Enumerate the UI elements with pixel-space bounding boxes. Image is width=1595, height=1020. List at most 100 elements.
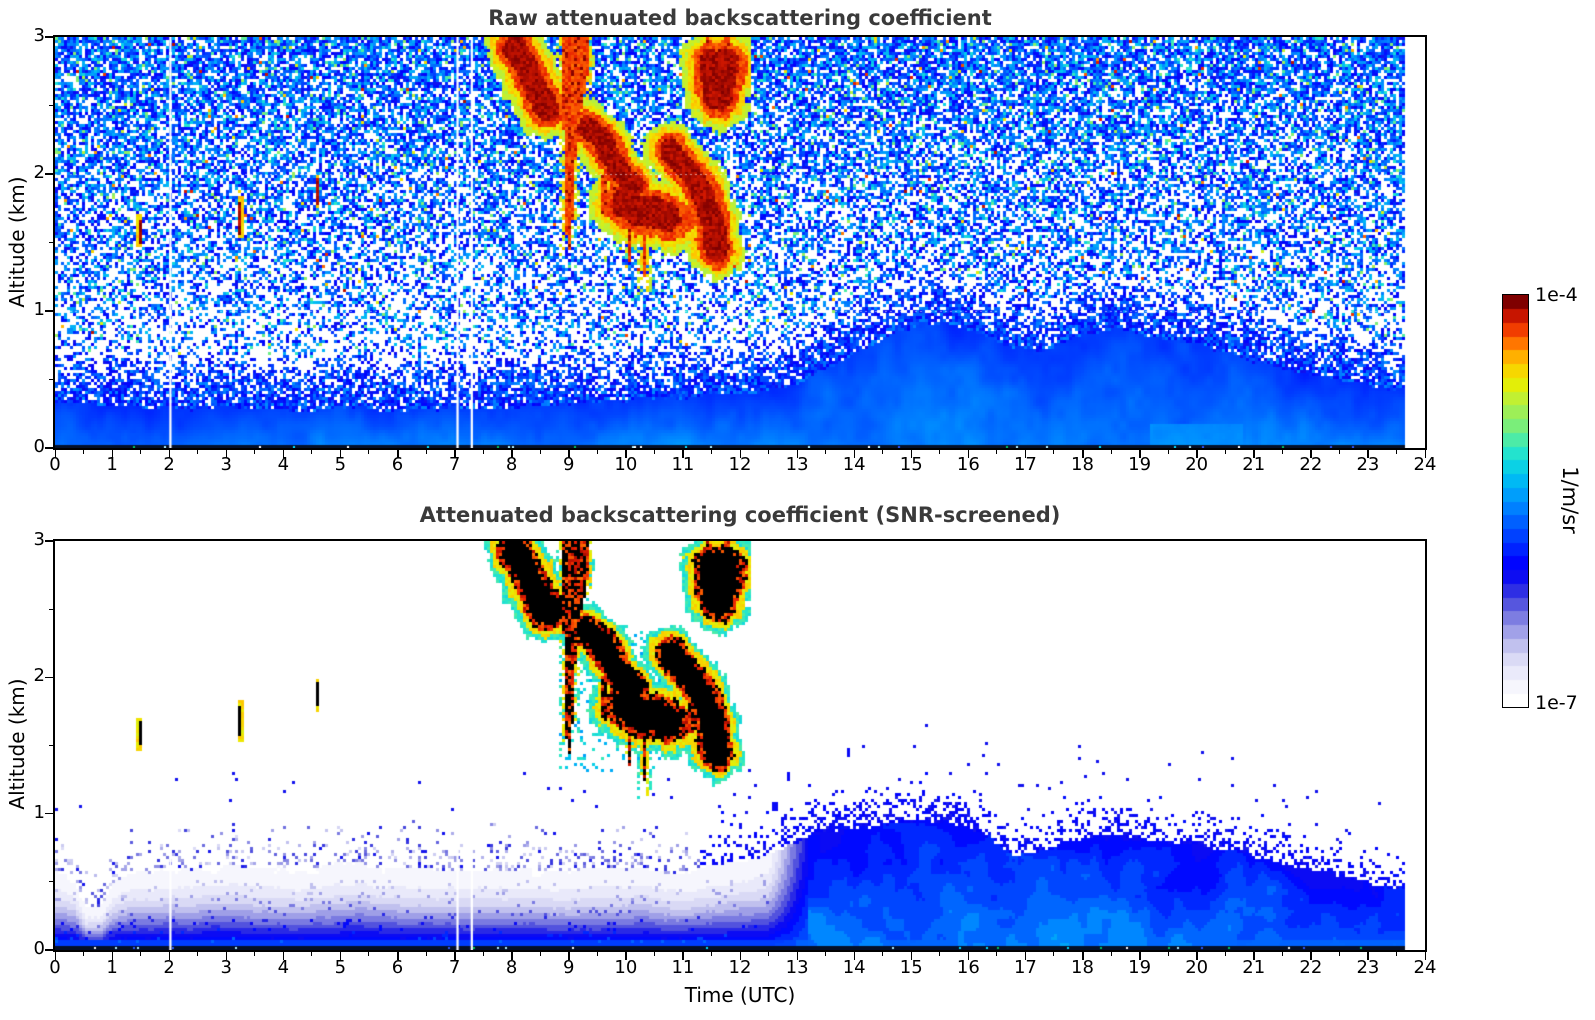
x-major-tick — [1367, 450, 1369, 458]
x-minor-tick — [996, 450, 998, 454]
y-tick-label: 2 — [33, 162, 45, 183]
x-major-tick — [397, 952, 399, 960]
x-major-tick — [1196, 450, 1198, 458]
x-tick-label: 14 — [842, 454, 866, 475]
x-tick-label: 22 — [1299, 957, 1323, 978]
x-minor-tick — [539, 450, 541, 454]
colorbar-canvas — [1503, 295, 1528, 707]
top-ylabel: Altitude (km) — [5, 176, 29, 308]
x-minor-tick — [825, 450, 827, 454]
top-panel-title: Raw attenuated backscattering coefficien… — [488, 6, 992, 30]
x-minor-tick — [539, 952, 541, 956]
y-tick-label: 3 — [33, 25, 45, 46]
x-minor-tick — [1281, 952, 1283, 956]
x-tick-label: 13 — [785, 454, 809, 475]
x-tick-label: 11 — [671, 957, 695, 978]
x-minor-tick — [768, 450, 770, 454]
x-tick-label: 15 — [899, 454, 923, 475]
x-minor-tick — [939, 450, 941, 454]
x-major-tick — [339, 952, 342, 960]
x-tick-label: 7 — [448, 957, 461, 978]
x-major-tick — [168, 952, 171, 960]
y-major-tick — [45, 676, 53, 679]
x-major-tick — [682, 450, 684, 458]
x-minor-tick — [482, 952, 484, 956]
x-minor-tick — [425, 450, 427, 454]
x-tick-label: 17 — [1013, 454, 1037, 475]
x-minor-tick — [1167, 450, 1169, 454]
x-tick-label: 7 — [448, 454, 461, 475]
x-tick-label: 22 — [1299, 454, 1323, 475]
x-tick-label: 5 — [334, 454, 347, 475]
x-major-tick — [1082, 450, 1084, 458]
x-tick-label: 6 — [391, 957, 404, 978]
x-minor-tick — [254, 450, 256, 454]
y-tick-label: 1 — [33, 801, 45, 823]
x-tick-label: 16 — [956, 957, 980, 978]
x-major-tick — [967, 450, 970, 458]
x-major-tick — [853, 450, 856, 458]
x-tick-label: 12 — [728, 454, 752, 475]
x-tick-label: 0 — [49, 957, 61, 978]
x-major-tick — [625, 952, 627, 960]
x-tick-label: 6 — [391, 454, 404, 475]
x-minor-tick — [1395, 952, 1397, 956]
x-tick-label: 2 — [163, 454, 175, 475]
x-minor-tick — [1110, 952, 1112, 956]
x-minor-tick — [311, 450, 313, 454]
x-major-tick — [967, 952, 970, 960]
x-tick-label: 15 — [899, 957, 923, 978]
x-tick-label: 19 — [1128, 957, 1152, 978]
y-major-tick — [45, 173, 53, 175]
x-major-tick — [111, 450, 114, 458]
x-minor-tick — [1338, 450, 1340, 454]
x-major-tick — [1024, 450, 1027, 458]
x-major-tick — [111, 952, 114, 960]
x-minor-tick — [996, 952, 998, 956]
x-major-tick — [397, 450, 399, 458]
colorbar-max-label: 1e-4 — [1535, 284, 1578, 306]
y-major-tick — [45, 310, 53, 312]
bottom-ylabel: Altitude (km) — [5, 678, 29, 810]
x-tick-label: 4 — [277, 957, 290, 978]
x-tick-label: 1 — [106, 454, 118, 475]
x-major-tick — [454, 952, 456, 960]
x-minor-tick — [653, 450, 655, 454]
x-major-tick — [1310, 952, 1312, 960]
x-minor-tick — [197, 952, 199, 956]
x-minor-tick — [710, 450, 712, 454]
x-tick-label: 11 — [671, 454, 695, 475]
x-tick-label: 4 — [277, 454, 290, 475]
x-major-tick — [1253, 952, 1255, 960]
x-minor-tick — [425, 952, 427, 956]
x-tick-label: 3 — [220, 957, 232, 978]
top-panel — [53, 35, 1427, 450]
y-minor-tick — [49, 105, 53, 106]
x-major-tick — [796, 450, 799, 458]
x-major-tick — [1424, 450, 1426, 458]
x-minor-tick — [1224, 952, 1226, 956]
y-major-tick — [45, 447, 53, 449]
x-minor-tick — [197, 450, 199, 454]
x-tick-label: 2 — [163, 957, 175, 978]
y-tick-label: 0 — [33, 436, 45, 457]
x-major-tick — [739, 450, 741, 458]
x-minor-tick — [254, 952, 256, 956]
x-minor-tick — [882, 450, 884, 454]
bottom-heatmap-canvas — [55, 541, 1425, 950]
x-tick-label: 24 — [1413, 454, 1437, 475]
x-major-tick — [1310, 450, 1312, 458]
x-major-tick — [568, 450, 570, 458]
bottom-panel — [53, 539, 1427, 952]
x-major-tick — [853, 952, 856, 960]
x-tick-label: 13 — [785, 957, 809, 978]
x-major-tick — [511, 952, 513, 960]
colorbar — [1502, 294, 1529, 708]
x-major-tick — [54, 952, 56, 960]
x-minor-tick — [311, 952, 313, 956]
x-tick-label: 14 — [842, 957, 866, 978]
y-tick-label: 2 — [33, 665, 45, 687]
x-major-tick — [1139, 952, 1141, 960]
x-major-tick — [1196, 952, 1198, 960]
x-minor-tick — [1224, 450, 1226, 454]
